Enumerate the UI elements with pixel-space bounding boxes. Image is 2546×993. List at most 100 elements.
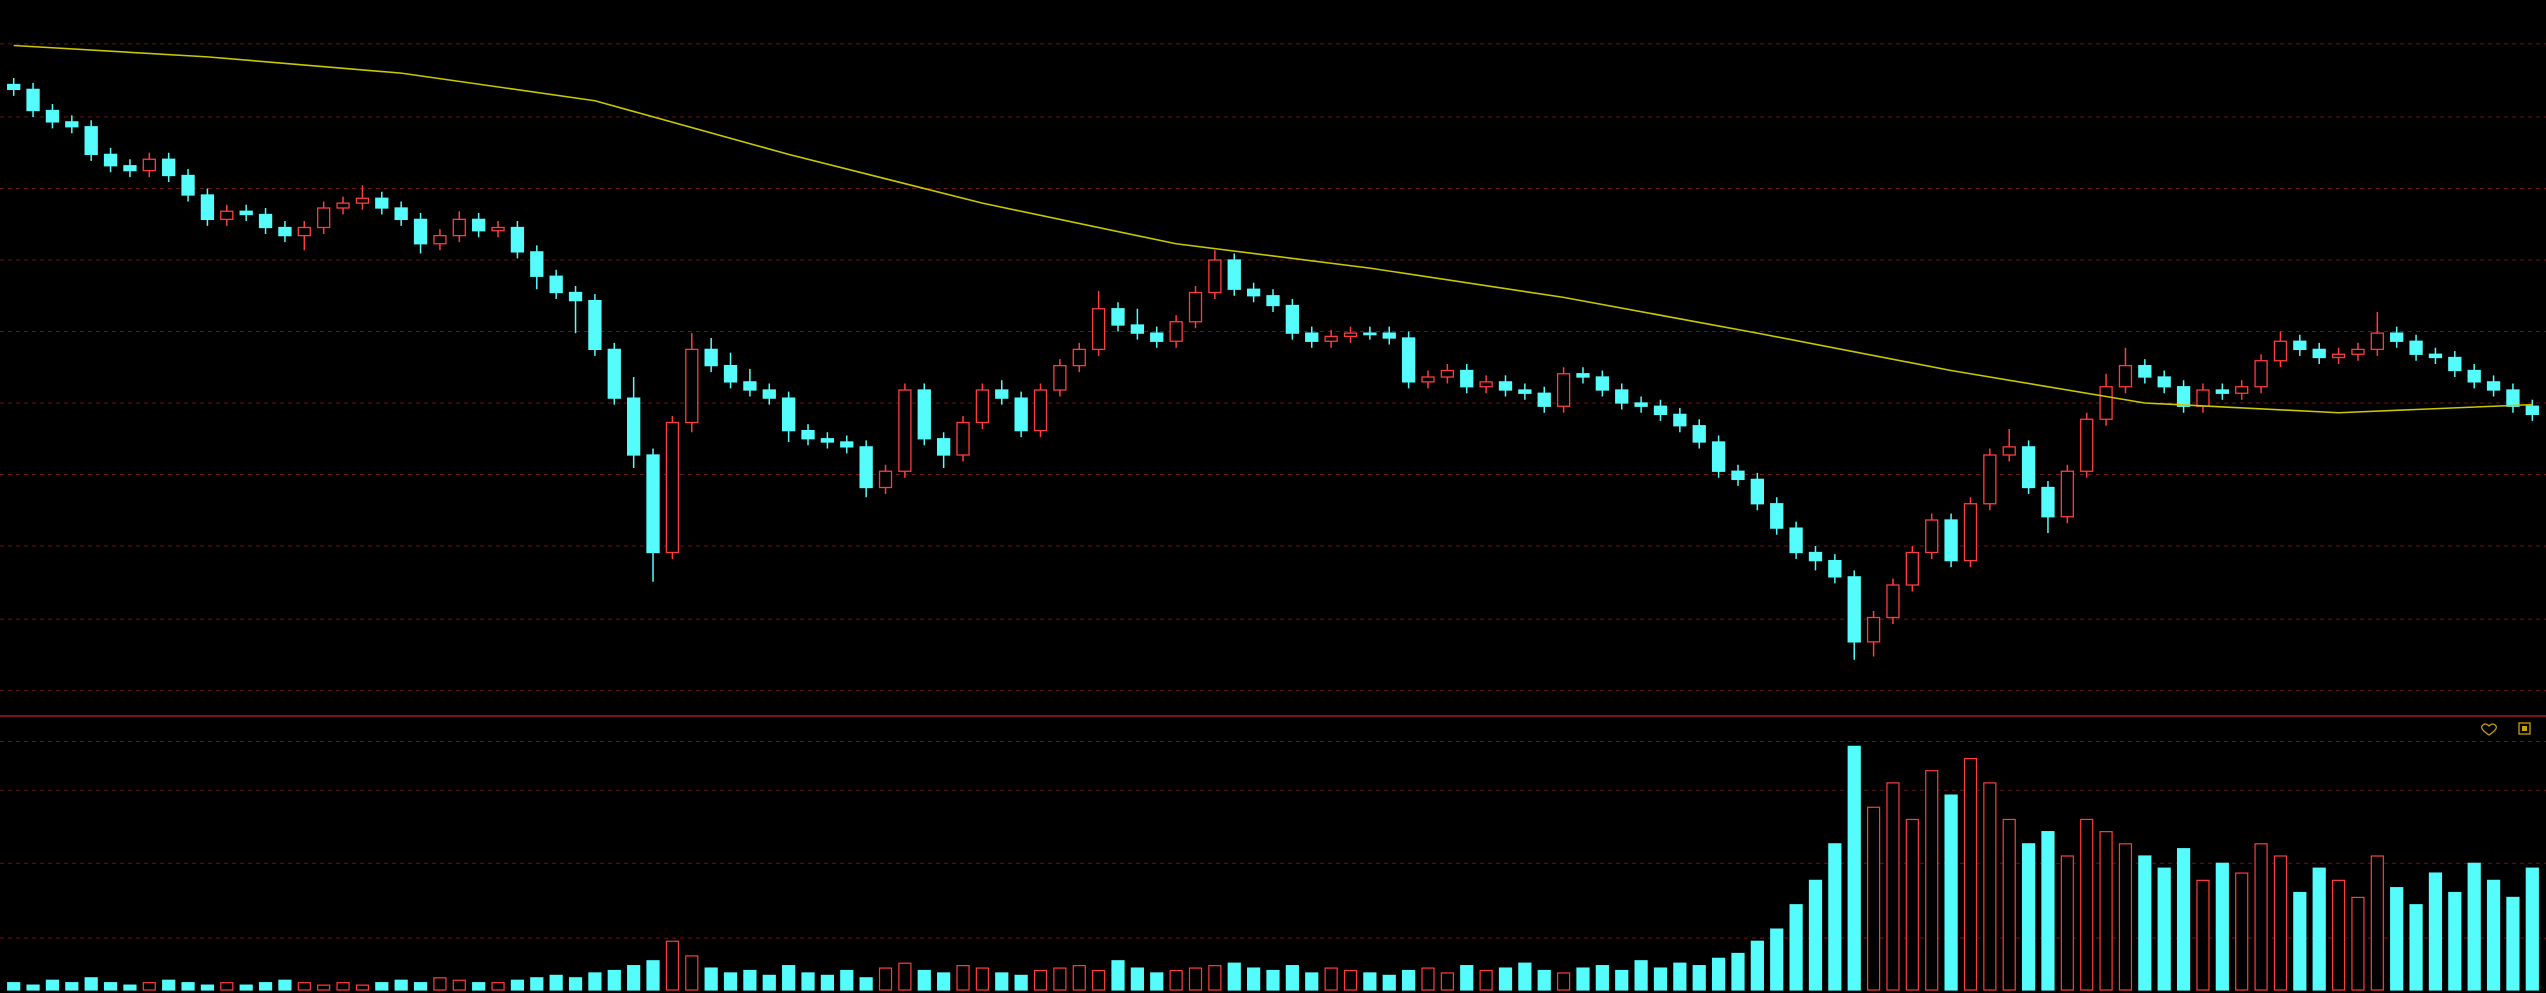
volume-bar <box>336 982 350 991</box>
volume-bar <box>1518 962 1532 991</box>
volume-bar <box>1092 969 1106 991</box>
candle-body <box>2235 386 2249 394</box>
volume-bar <box>220 982 234 991</box>
candle-body <box>762 389 776 399</box>
volume-bar <box>1886 782 1900 991</box>
volume-bar <box>2525 867 2539 991</box>
volume-bar <box>1963 757 1978 991</box>
candle-body <box>2157 376 2171 388</box>
volume-bar <box>7 982 21 991</box>
candle-body <box>840 441 854 448</box>
candle-body <box>1808 551 1823 562</box>
volume-bar <box>84 977 98 991</box>
volume-bar <box>607 969 621 991</box>
volume-bar <box>685 955 699 991</box>
volume-bar <box>2351 896 2365 991</box>
candle-body <box>1460 369 1474 388</box>
volume-bar <box>1673 962 1687 991</box>
volume-bar <box>239 984 253 991</box>
volume-bar <box>2060 855 2074 991</box>
candle-body <box>1401 337 1416 383</box>
candle-body <box>1556 373 1571 407</box>
moving-average-line <box>13 44 2533 414</box>
volume-bar <box>278 979 292 991</box>
candle-body <box>568 291 583 302</box>
settings-icon[interactable] <box>2518 722 2531 735</box>
volume-bar <box>65 982 79 991</box>
volume-bar <box>995 972 1009 991</box>
candle-body <box>1227 259 1241 290</box>
volume-bar <box>2138 855 2152 991</box>
candle-body <box>704 348 718 367</box>
candle-body <box>1673 413 1687 427</box>
volume-bar <box>2002 818 2016 991</box>
candle-body <box>1033 389 1048 432</box>
volume-bar <box>820 974 835 991</box>
volume-bar <box>1111 960 1125 991</box>
volume-bar <box>1866 806 1881 991</box>
candle-body <box>549 275 563 294</box>
candle-body <box>898 389 912 472</box>
candle-body <box>2506 389 2520 407</box>
volume-bar <box>2293 891 2307 991</box>
candle-body <box>1653 405 1668 416</box>
volume-bar <box>1634 960 1648 991</box>
candle-body <box>1421 376 1435 383</box>
volume-bar <box>1402 969 1416 991</box>
volume-bar <box>1266 969 1280 991</box>
volume-bar <box>1615 969 1629 991</box>
candle-body <box>1944 519 1958 562</box>
candle-body <box>1498 381 1513 391</box>
candle-body <box>1150 332 1164 342</box>
volume-bar <box>2390 887 2404 991</box>
volume-bar <box>103 982 118 991</box>
candle-body <box>1615 389 1629 404</box>
candle-body <box>1537 392 1551 407</box>
volume-bar <box>1537 969 1551 991</box>
candle-body <box>1014 397 1028 432</box>
candle-body <box>2021 446 2036 489</box>
candle-body <box>1789 527 1803 554</box>
candle-body <box>820 438 835 443</box>
candle-body <box>1925 519 1939 554</box>
volume-bar <box>1731 952 1745 991</box>
volume-bar <box>723 972 738 991</box>
volume-bar <box>1382 974 1396 991</box>
volume-bar <box>123 984 137 991</box>
candle-body <box>1285 304 1300 334</box>
volume-bar <box>588 972 602 991</box>
candle-body <box>123 165 137 172</box>
candle-body <box>452 218 466 237</box>
volume-bar <box>1033 969 1048 991</box>
volume-bar <box>510 979 525 991</box>
volume-bar <box>2176 848 2191 991</box>
candle-body <box>2467 369 2481 383</box>
candle-body <box>2099 386 2113 420</box>
candle-body <box>1343 332 1358 338</box>
favorite-icon[interactable] <box>2481 723 2497 736</box>
volume-bar <box>1576 967 1590 991</box>
candle-body <box>2525 405 2539 416</box>
candle-body <box>646 454 660 554</box>
volume-bar <box>530 977 544 991</box>
candle-body <box>607 348 621 399</box>
candle-body <box>297 226 311 237</box>
volume-bar <box>627 965 641 991</box>
candle-body <box>743 381 757 391</box>
volume-bar <box>297 982 311 991</box>
volume-bar <box>1421 967 1435 991</box>
volume-bar <box>2157 867 2171 991</box>
volume-bar <box>1789 904 1803 991</box>
candle-body <box>65 121 79 128</box>
candle-body <box>220 210 234 221</box>
candle-body <box>2118 364 2133 388</box>
candle-body <box>1576 373 1590 378</box>
candle-body <box>278 226 292 237</box>
candle-body <box>26 88 40 112</box>
volume-bar <box>956 965 970 991</box>
volume-bar <box>1983 782 1997 991</box>
candle-body <box>859 446 873 489</box>
candle-body <box>2215 389 2229 394</box>
candle-body <box>2448 356 2462 372</box>
volume-bar <box>1828 843 1842 991</box>
